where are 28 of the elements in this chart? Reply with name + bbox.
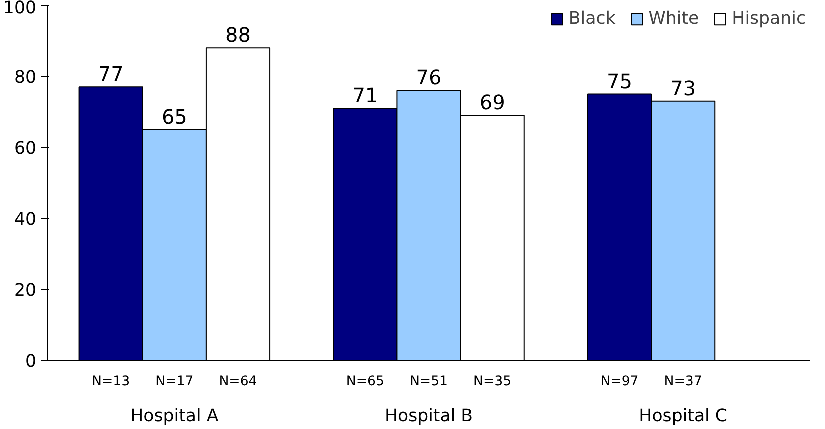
data-label: 71 xyxy=(352,83,378,108)
text: N=64 xyxy=(219,374,258,390)
text: N=35 xyxy=(474,374,512,390)
y-tick-label: 80 xyxy=(14,68,37,88)
x-tick-label: Hospital A xyxy=(130,406,219,426)
data-label: 65 xyxy=(162,104,188,129)
data-label: 76 xyxy=(416,66,442,90)
y-tick-label: 0 xyxy=(25,352,37,372)
data-label: 69 xyxy=(480,90,506,115)
y-tick-label: 40 xyxy=(14,210,37,230)
legend-label: White xyxy=(648,9,700,29)
legend-label: Hispanic xyxy=(732,9,806,29)
data-label: 75 xyxy=(607,69,632,94)
x-tick-label: Hospital C xyxy=(639,406,728,426)
y-tick-label: 60 xyxy=(14,139,37,159)
text: N=97 xyxy=(600,374,639,390)
text: N=37 xyxy=(664,374,702,390)
y-tick-label: 20 xyxy=(14,281,37,301)
text: N=65 xyxy=(346,374,384,390)
x-tick-label: Hospital B xyxy=(384,406,474,426)
data-label: 73 xyxy=(670,76,696,100)
y-tick-label: 100 xyxy=(3,0,37,18)
text: N=13 xyxy=(92,374,130,390)
data-label: 77 xyxy=(98,62,124,86)
data-label: 88 xyxy=(226,23,251,48)
text: N=51 xyxy=(410,374,448,390)
text: N=17 xyxy=(156,374,194,390)
legend-label: Black xyxy=(568,9,616,29)
